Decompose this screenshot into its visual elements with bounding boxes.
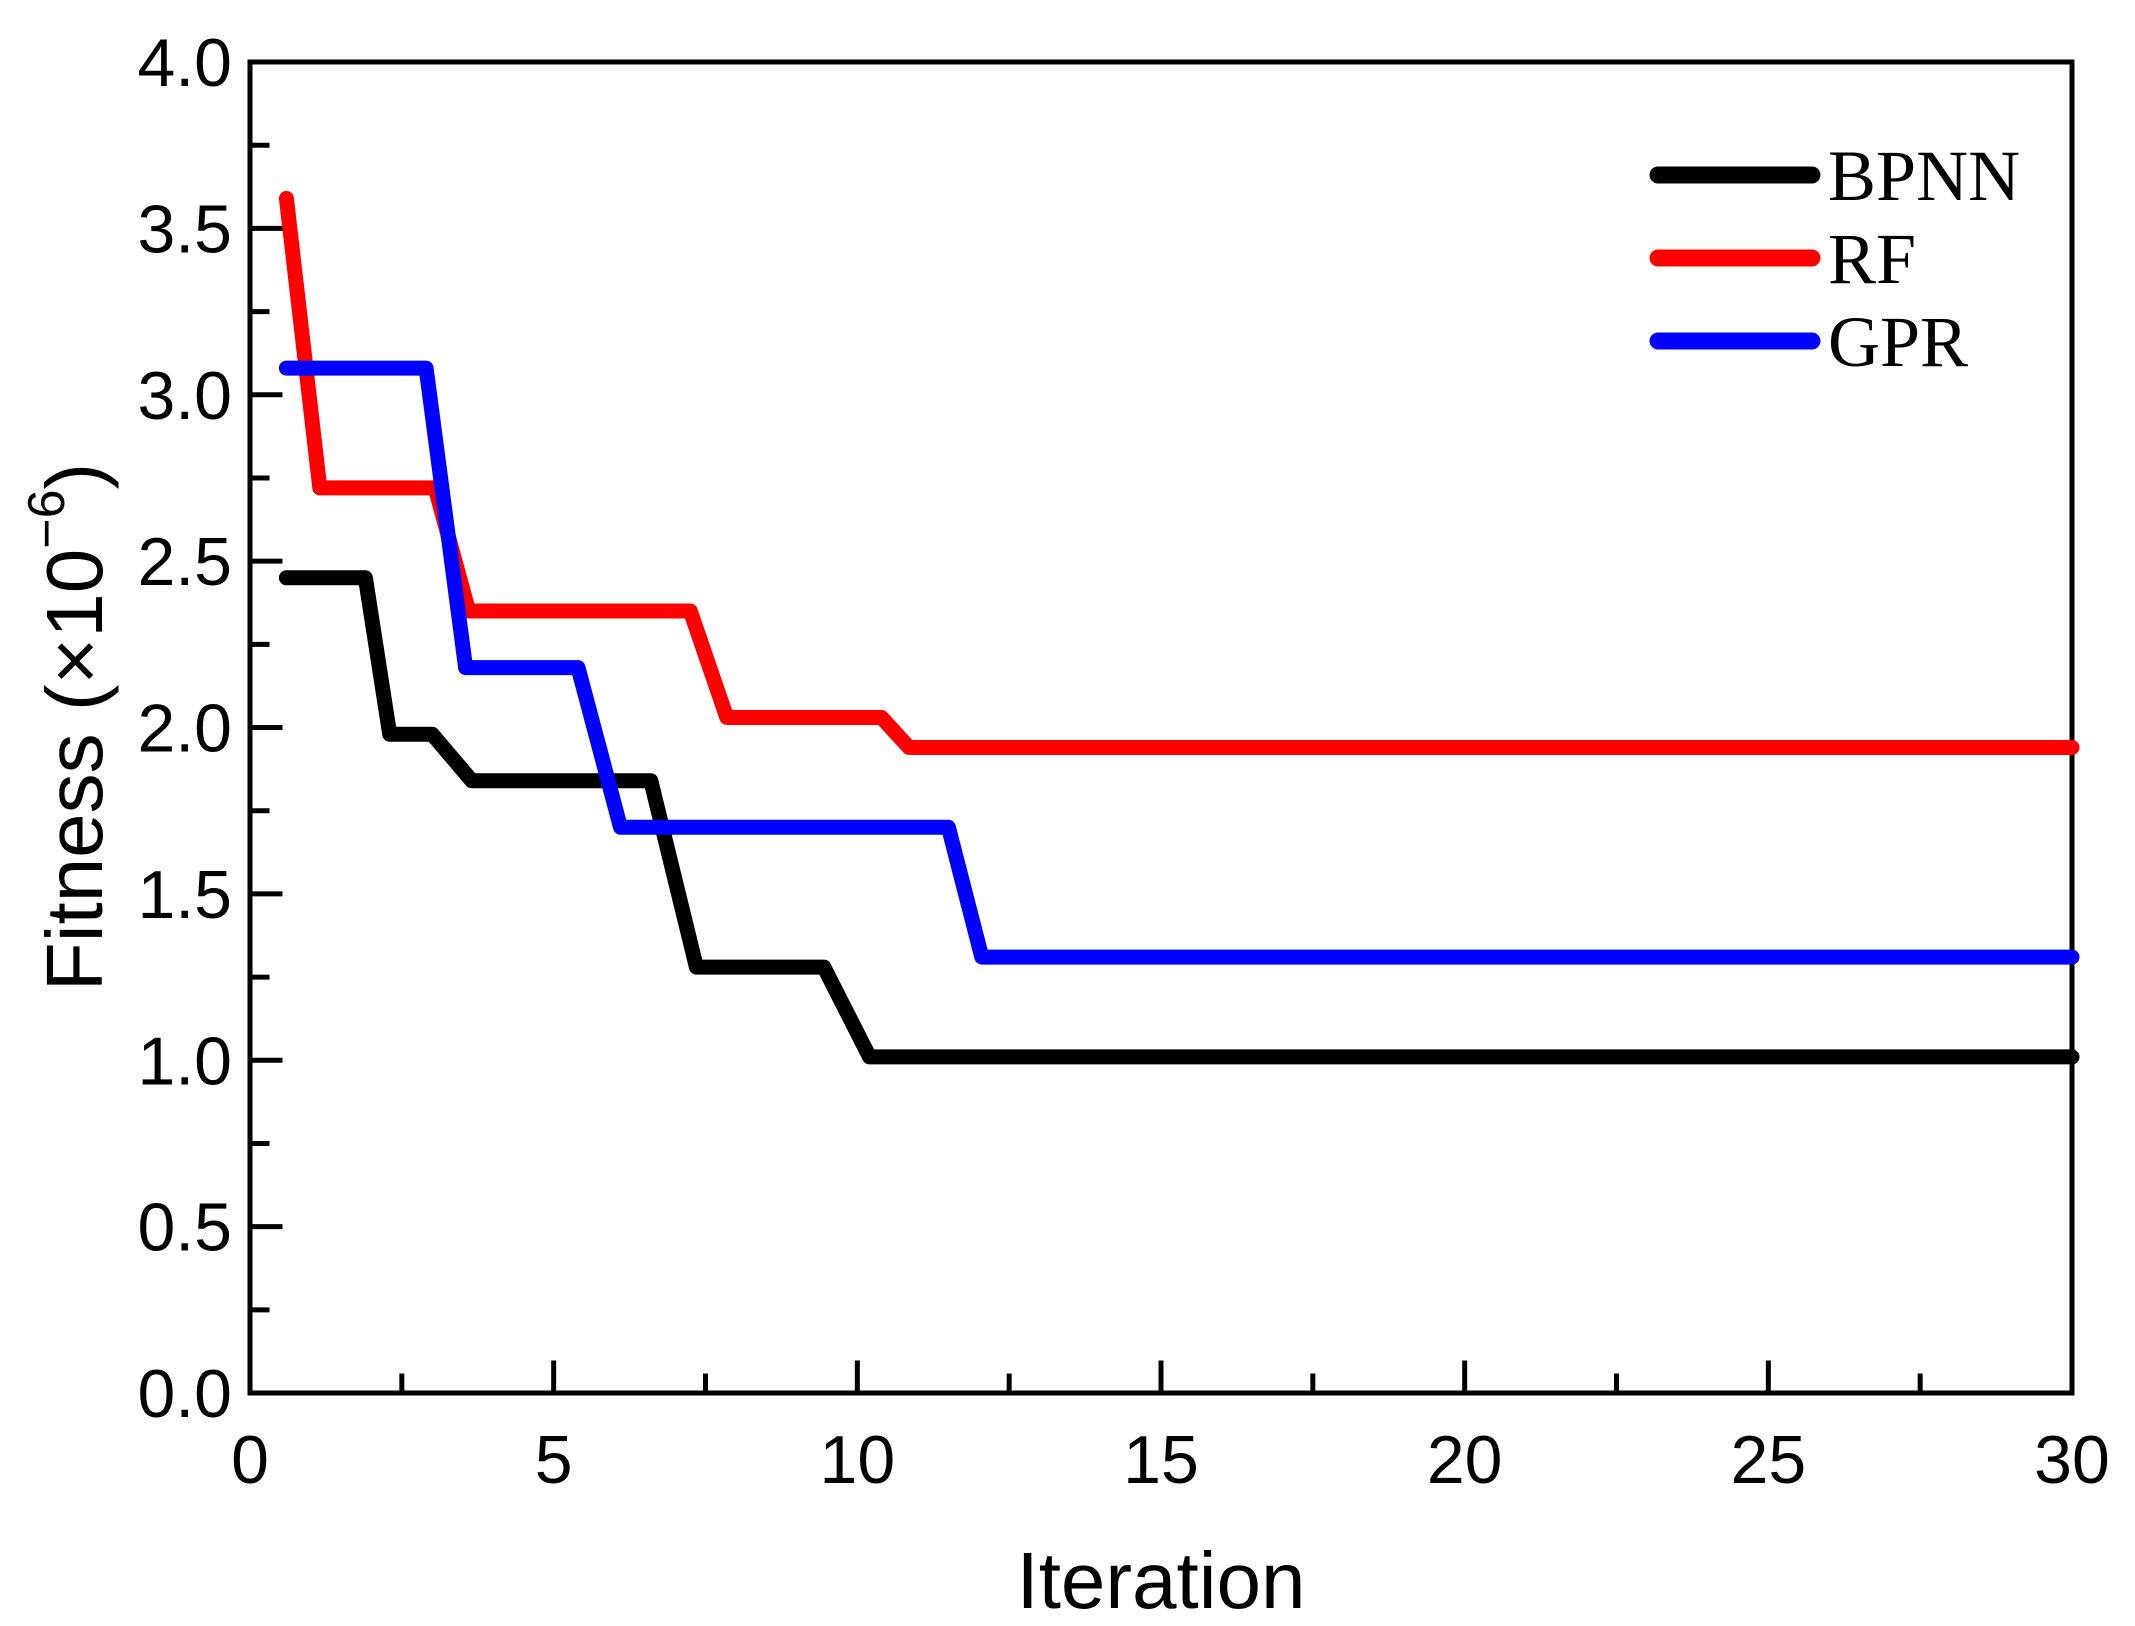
y-axis-tick-label: 2.0 <box>137 691 232 767</box>
y-axis-title-exponent: −6 <box>18 489 76 548</box>
legend-label-rf: RF <box>1828 219 1916 299</box>
series-line-rf <box>278 190 2080 755</box>
x-axis-tick-label: 20 <box>1427 1422 1503 1498</box>
x-axis-tick-label: 0 <box>231 1422 269 1498</box>
legend: BPNN RF GPR <box>1649 136 2020 382</box>
y-axis-tick-label: 1.0 <box>137 1023 232 1099</box>
y-axis-tick-label: 3.5 <box>137 191 232 267</box>
legend-item-bpnn: BPNN <box>1649 136 2020 216</box>
y-axis-tick-label: 4.0 <box>137 25 232 101</box>
legend-label-gpr: GPR <box>1828 302 1968 382</box>
y-axis-tick-label: 0.5 <box>137 1190 232 1266</box>
x-axis-title: Iteration <box>1016 1536 1305 1625</box>
x-axis-tick-label: 10 <box>820 1422 896 1498</box>
y-axis-title-suffix: ) <box>30 463 119 490</box>
legend-item-rf: RF <box>1649 219 1916 299</box>
x-axis-tick-label: 5 <box>535 1422 573 1498</box>
legend-label-bpnn: BPNN <box>1828 136 2020 216</box>
y-axis-tick-label: 3.0 <box>137 358 232 434</box>
y-axis-tick-label: 2.5 <box>137 524 232 600</box>
x-axis-tick-label: 15 <box>1123 1422 1199 1498</box>
plot-border <box>247 59 2075 1396</box>
x-axis-tick-label: 30 <box>2034 1422 2110 1498</box>
x-axis-tick-label: 25 <box>1731 1422 1807 1498</box>
series-line-bpnn <box>278 570 2080 1065</box>
y-axis-tick-label: 1.5 <box>137 857 232 933</box>
y-axis-title: Fitness (×10−6) <box>18 463 119 991</box>
y-axis-title-prefix: Fitness (×10 <box>30 549 119 991</box>
legend-item-gpr: GPR <box>1649 302 1968 382</box>
data-series <box>278 190 2080 1065</box>
y-axis-tick-label: 0.0 <box>137 1356 232 1432</box>
series-line-gpr <box>278 360 2080 965</box>
axis-ticks: 0.0 0.5 1.0 1.5 2.0 2.5 3.0 3.5 4.0 0 5 10 15 20 25 30 <box>137 25 2109 1498</box>
